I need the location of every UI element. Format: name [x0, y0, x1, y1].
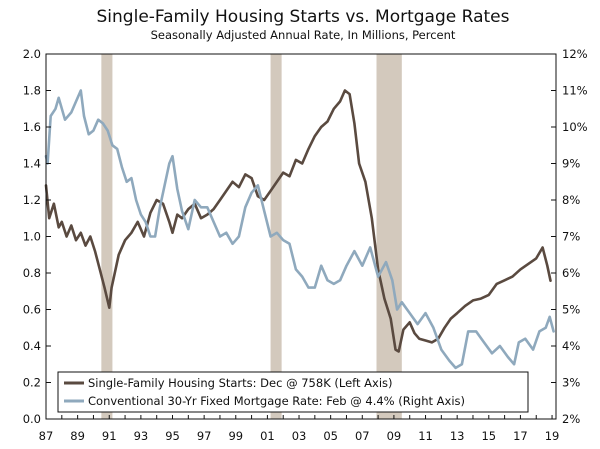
series-line-housing-starts: [44, 89, 552, 353]
legend-label-mortgage-rate: Conventional 30-Yr Fixed Mortgage Rate: …: [88, 394, 465, 408]
right-tick-label: 5%: [562, 303, 580, 317]
right-tick-label: 9%: [562, 157, 580, 171]
series-line-mortgage-rate: [44, 89, 555, 370]
recession-band-1: [270, 54, 282, 419]
left-tick-label: 1.0: [23, 230, 41, 244]
right-tick-label: 12%: [562, 47, 588, 61]
left-tick-label: 1.4: [23, 157, 41, 171]
x-tick-label: 13: [450, 429, 465, 443]
x-tick-label: 89: [70, 429, 85, 443]
x-tick-label: 05: [323, 429, 338, 443]
right-tick-label: 10%: [562, 120, 588, 134]
left-axis: 0.0 0.2 0.4 0.6 0.8 1.0 1.2 1.4 1.6 1.8 2.0: [23, 47, 51, 426]
x-tick-label: 87: [39, 429, 54, 443]
series-lines: [44, 89, 555, 370]
x-tick-label: 17: [513, 429, 528, 443]
chart-title: Single-Family Housing Starts vs. Mortgag…: [97, 7, 510, 27]
right-tick-label: 7%: [562, 230, 580, 244]
x-tick-label: 99: [228, 429, 243, 443]
left-tick-label: 1.6: [23, 120, 41, 134]
left-tick-label: 0.0: [23, 412, 41, 426]
x-tick-label: 91: [102, 429, 117, 443]
left-tick-label: 0.2: [23, 376, 41, 390]
legend-label-housing-starts: Single-Family Housing Starts: Dec @ 758K…: [88, 376, 393, 390]
legend-box: [57, 371, 529, 413]
x-tick-label: 03: [292, 429, 307, 443]
x-axis: 87 89 91 93 95 97 99 01 03 05 07 09 11 13 15 17 19: [39, 415, 560, 443]
right-tick-label: 4%: [562, 339, 580, 353]
right-tick-label: 3%: [562, 376, 580, 390]
recession-band-2: [376, 54, 402, 419]
right-tick-label: 6%: [562, 266, 580, 280]
right-axis: 2% 3% 4% 5% 6% 7% 8% 9% 10% 11% 12%: [551, 47, 588, 426]
x-tick-label: 19: [545, 429, 560, 443]
x-tick-label: 95: [165, 429, 180, 443]
right-tick-label: 2%: [562, 412, 580, 426]
recession-bands: [101, 54, 402, 419]
x-tick-label: 11: [418, 429, 433, 443]
left-tick-label: 0.6: [23, 303, 41, 317]
recession-band-0: [101, 54, 113, 419]
left-tick-label: 1.2: [23, 193, 41, 207]
left-tick-label: 2.0: [23, 47, 41, 61]
chart-subtitle: Seasonally Adjusted Annual Rate, In Mill…: [151, 28, 456, 42]
plot-frame: [45, 53, 557, 420]
left-tick-label: 0.4: [23, 339, 41, 353]
x-tick-label: 15: [481, 429, 496, 443]
left-tick-label: 0.8: [23, 266, 41, 280]
left-tick-label: 1.8: [23, 84, 41, 98]
right-tick-label: 11%: [562, 84, 588, 98]
x-tick-label: 09: [387, 429, 402, 443]
x-tick-label: 01: [260, 429, 275, 443]
x-tick-label: 07: [355, 429, 370, 443]
legend: Single-Family Housing Starts: Dec @ 758K…: [57, 371, 529, 413]
x-tick-label: 97: [197, 429, 212, 443]
x-tick-label: 93: [134, 429, 149, 443]
right-tick-label: 8%: [562, 193, 580, 207]
